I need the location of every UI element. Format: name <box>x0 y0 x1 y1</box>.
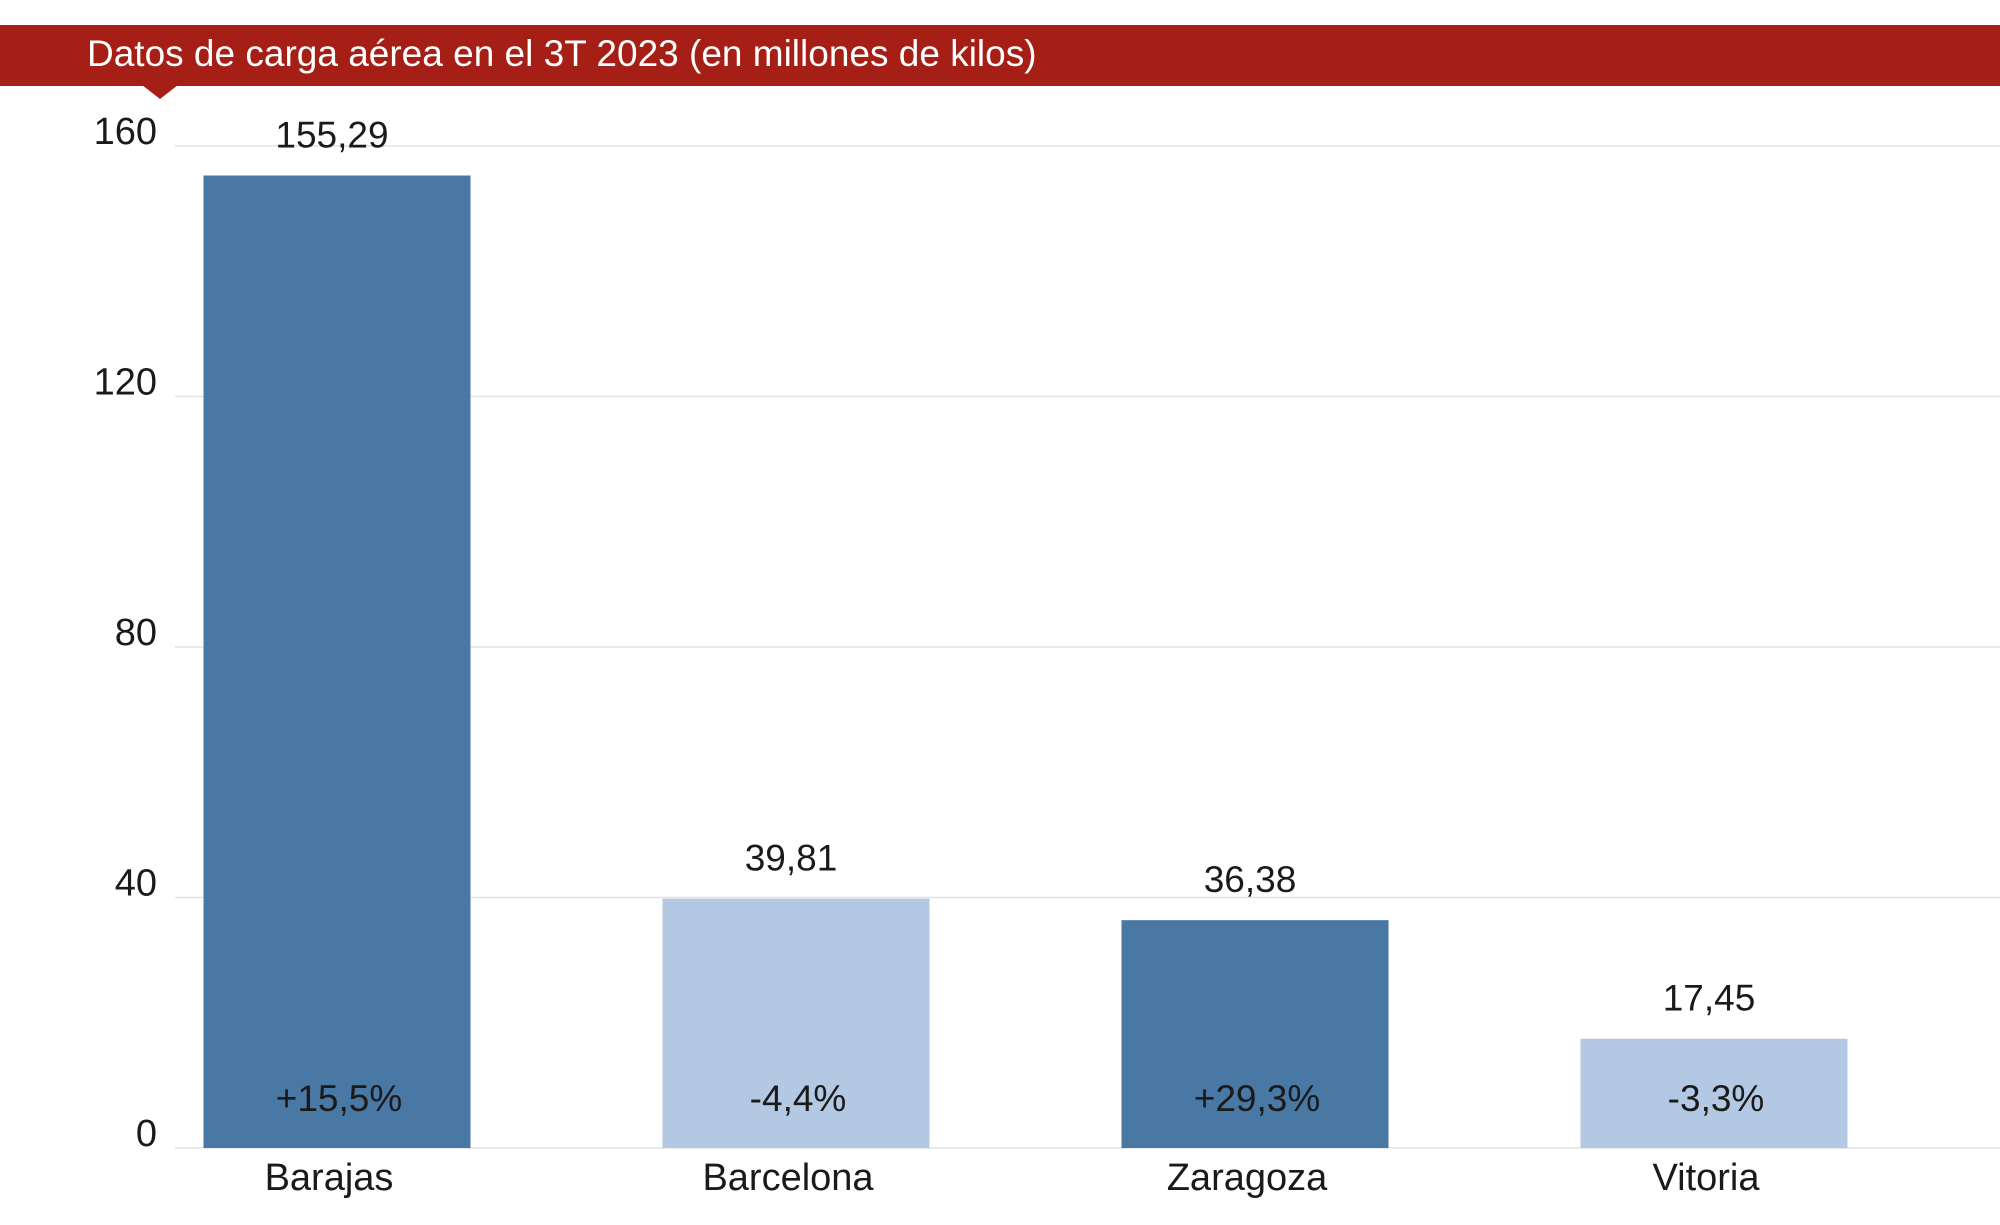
x-tick-label: Barajas <box>265 1157 394 1199</box>
x-tick-label: Vitoria <box>1652 1157 1760 1199</box>
value-label: 36,38 <box>1204 859 1297 900</box>
value-label: 39,81 <box>745 837 838 878</box>
change-label: +15,5% <box>276 1078 403 1119</box>
bar <box>203 175 471 1149</box>
y-tick-label: 160 <box>94 111 157 153</box>
title-bar <box>0 25 2000 86</box>
value-label: 155,29 <box>275 114 388 155</box>
y-tick-label: 80 <box>115 612 157 654</box>
bar <box>1580 1038 1848 1148</box>
chart-title: Datos de carga aérea en el 3T 2023 (en m… <box>87 33 1037 74</box>
change-label: -4,4% <box>750 1078 847 1119</box>
y-tick-label: 120 <box>94 362 157 404</box>
title-pointer <box>142 85 178 99</box>
bar <box>1121 920 1389 1148</box>
change-label: +29,3% <box>1194 1078 1321 1119</box>
x-tick-label: Zaragoza <box>1167 1157 1328 1199</box>
y-tick-label: 40 <box>115 863 157 905</box>
value-label: 17,45 <box>1663 978 1756 1019</box>
bar <box>662 898 930 1148</box>
y-tick-label: 0 <box>136 1113 157 1155</box>
change-label: -3,3% <box>1668 1078 1765 1119</box>
x-tick-label: Barcelona <box>702 1157 874 1199</box>
